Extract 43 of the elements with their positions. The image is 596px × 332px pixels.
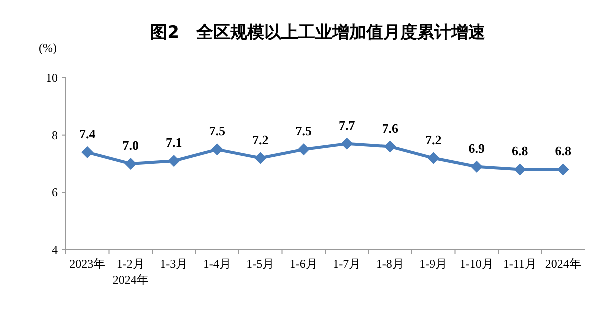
- text: 2024年: [112, 273, 149, 287]
- data-label: 7.4: [80, 126, 96, 142]
- data-label: 7.2: [426, 132, 442, 148]
- x-tick-label: 1-6月: [290, 257, 318, 271]
- point: [384, 140, 396, 153]
- x-tick-label: 1-2月: [116, 257, 145, 271]
- x-tick-label: 1-9月: [420, 257, 448, 271]
- data-label: 7.7: [339, 118, 356, 133]
- data-label: 7.5: [209, 124, 226, 139]
- point: [470, 160, 483, 173]
- data-label: 6.9: [468, 140, 486, 156]
- point: [514, 164, 526, 176]
- x-tick-label: 1-8月: [376, 257, 404, 271]
- point: [298, 144, 310, 156]
- data-label: 7.0: [122, 138, 139, 153]
- data-label: 7.6: [382, 120, 399, 136]
- point: [168, 155, 180, 168]
- data-label: 7.2: [252, 132, 269, 148]
- point: [428, 152, 440, 164]
- data-label: 7.1: [166, 135, 182, 150]
- x-tick-label: 1-7月: [333, 257, 362, 271]
- point: [254, 152, 267, 164]
- x-tick-label: 2023年: [70, 257, 106, 271]
- point: [82, 146, 94, 159]
- chart-title: 图2 全区规模以上工业增加值月度累计增速: [150, 23, 486, 43]
- x-tick-label: 2024年: [545, 257, 582, 271]
- y-tick-label: 6: [52, 186, 58, 200]
- x-tick-label: 1-3月: [160, 257, 188, 271]
- data-label: 6.8: [512, 144, 529, 159]
- x-tick-label: 1-5月: [246, 257, 275, 271]
- point: [124, 158, 137, 170]
- x-tick-label: 1-11月: [503, 257, 537, 271]
- y-tick-label: 10: [46, 71, 58, 85]
- data-label: 6.8: [555, 144, 572, 159]
- point: [341, 138, 354, 150]
- data-label: 7.5: [296, 124, 312, 139]
- y-axis-title: (%): [39, 41, 57, 55]
- x-tick-label: 1-10月: [460, 257, 494, 271]
- x-tick-label: 1-4月: [203, 257, 232, 271]
- y-tick-label: 4: [52, 243, 58, 257]
- y-tick-label: 8: [52, 128, 58, 142]
- point: [211, 144, 224, 156]
- point: [557, 164, 570, 176]
